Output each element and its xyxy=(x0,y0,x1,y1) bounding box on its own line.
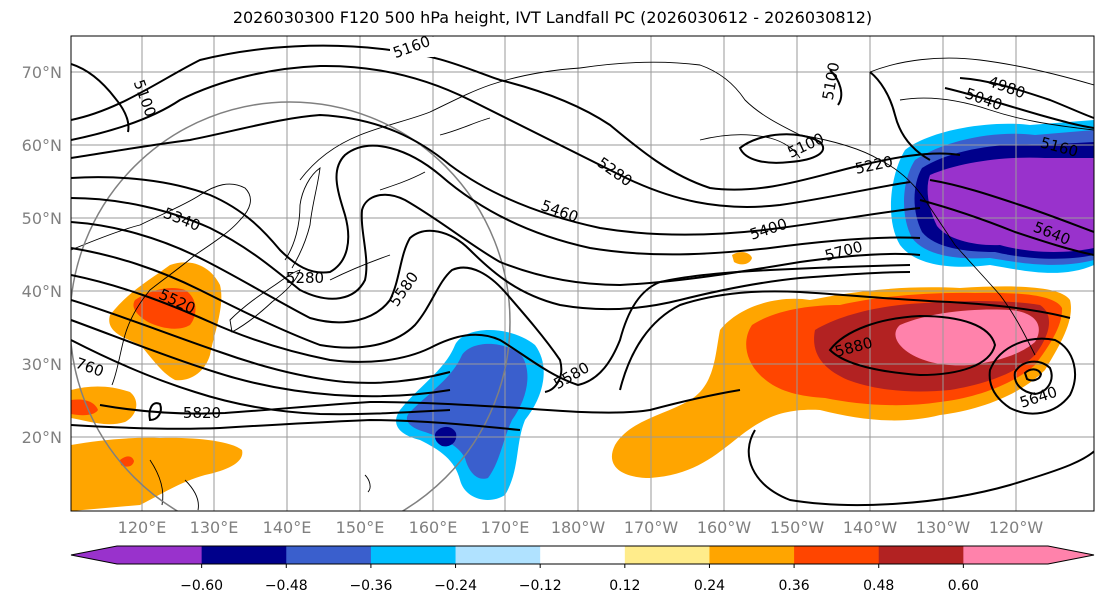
colorbar-outline xyxy=(70,545,1095,565)
lon-label: 120°W xyxy=(989,518,1044,537)
lon-label: 180°W xyxy=(551,518,606,537)
colorbar-segment xyxy=(624,546,710,564)
lon-label: 150°E xyxy=(336,518,385,537)
colorbar-tick-label: −0.60 xyxy=(180,578,223,594)
lat-label: 20°N xyxy=(22,428,62,447)
ivt-negative-central-pacific xyxy=(396,330,544,500)
colorbar-tick-label: 0.48 xyxy=(863,578,894,594)
lat-label: 40°N xyxy=(22,282,62,301)
lon-label: 130°W xyxy=(916,518,971,537)
lat-label: 60°N xyxy=(22,136,62,155)
colorbar-tick-label: 0.60 xyxy=(948,578,979,594)
colorbar-ticks: −0.60 −0.48 −0.36 −0.24 −0.12 0.12 0.24 0.36 0.4… xyxy=(180,564,979,594)
map-title: 2026030300 F120 500 hPa height, IVT Land… xyxy=(232,8,873,27)
map-frame xyxy=(70,35,1095,512)
colorbar-tick-label: −0.24 xyxy=(434,578,477,594)
latitude-labels: 70°N 60°N 50°N 40°N 30°N 20°N xyxy=(22,63,62,447)
colorbar-segment xyxy=(117,546,203,564)
colorbar-segment xyxy=(794,546,880,564)
colorbar-segment xyxy=(201,546,287,564)
colorbar-segment xyxy=(370,546,457,564)
lat-label: 30°N xyxy=(22,355,62,374)
colorbar-tick-label: −0.36 xyxy=(349,578,392,594)
colorbar-tick-label: −0.48 xyxy=(265,578,308,594)
height-contours xyxy=(71,44,1094,506)
lon-label: 120°E xyxy=(118,518,167,537)
colorbar-segment xyxy=(878,546,964,564)
colorbar-low-arrow xyxy=(71,546,117,564)
colorbar-segments xyxy=(117,546,1049,564)
lat-label: 50°N xyxy=(22,209,62,228)
lon-label: 160°W xyxy=(697,518,752,537)
lon-label: 130°E xyxy=(190,518,239,537)
colorbar-high-arrow xyxy=(1048,546,1094,564)
colorbar-tick-label: −0.12 xyxy=(519,578,562,594)
lat-label: 70°N xyxy=(22,63,62,82)
contour-label: 5280 xyxy=(286,269,324,287)
colorbar-segment xyxy=(455,546,541,564)
contour-labels: 5160 5100 5100 4980 5040 5160 5100 5220 … xyxy=(73,32,1080,422)
map-background xyxy=(71,36,1094,511)
colorbar-segment xyxy=(709,546,795,564)
colorbar: −0.60 −0.48 −0.36 −0.24 −0.12 0.12 0.24 0.36 0.4… xyxy=(70,545,1095,594)
reference-circle xyxy=(71,101,511,511)
colorbar-segment xyxy=(540,546,626,564)
lon-label: 140°E xyxy=(263,518,312,537)
longitude-labels: 120°E 130°E 140°E 150°E 160°E 170°E 180°… xyxy=(118,518,1044,537)
colorbar-segment xyxy=(963,546,1049,564)
colorbar-tick-label: 0.12 xyxy=(609,578,640,594)
lon-label: 150°W xyxy=(770,518,825,537)
lon-label: 160°E xyxy=(409,518,458,537)
colorbar-segment xyxy=(286,546,372,564)
contour-label: 5820 xyxy=(183,404,221,422)
lon-label: 170°W xyxy=(624,518,679,537)
colorbar-tick-label: 0.24 xyxy=(694,578,725,594)
lon-label: 140°W xyxy=(843,518,898,537)
lon-label: 170°E xyxy=(481,518,530,537)
colorbar-tick-label: 0.36 xyxy=(779,578,810,594)
